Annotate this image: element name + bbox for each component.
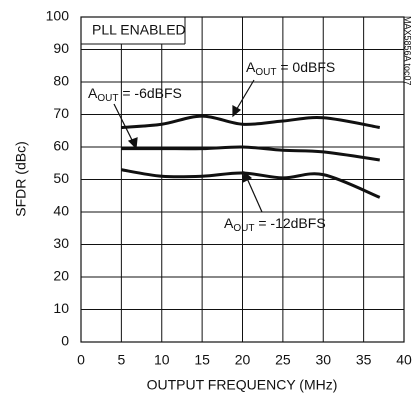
x-tick-label: 30 <box>315 352 331 368</box>
arrow-head <box>232 104 242 118</box>
label-part: = -6dBFS <box>118 85 181 101</box>
y-axis-label: SFDR (dBc) <box>13 141 29 216</box>
label-part: A <box>88 85 98 101</box>
label-part: A <box>246 59 256 75</box>
x-tick-label: 0 <box>77 352 85 368</box>
series-line <box>121 168 381 199</box>
arrow <box>245 175 263 213</box>
y-tick-label: 20 <box>53 268 69 284</box>
label-part: A <box>224 215 234 231</box>
note-box <box>81 17 185 44</box>
y-tick-label: 100 <box>46 8 70 24</box>
x-tick-label: 10 <box>154 352 170 368</box>
series-line <box>121 114 381 129</box>
arrows <box>113 79 263 213</box>
y-tick-label: 0 <box>61 333 69 349</box>
label-subscript: OUT <box>255 67 276 78</box>
arrow <box>234 79 255 113</box>
label-part: = 0dBFS <box>276 59 335 75</box>
x-tick-label: 20 <box>235 352 251 368</box>
x-tick-label: 40 <box>396 352 412 368</box>
series-label: AOUT = 0dBFS <box>246 59 335 78</box>
y-tick-label: 70 <box>53 105 69 121</box>
side-label: MAX5856A toc07 <box>403 16 413 86</box>
x-axis-label: OUTPUT FREQUENCY (MHz) <box>147 377 338 393</box>
label-subscript: OUT <box>97 93 118 104</box>
plot-border <box>80 16 405 343</box>
note-box-label: PLL ENABLED <box>92 22 186 38</box>
arrow <box>113 103 135 145</box>
grid <box>80 16 405 343</box>
x-tick-label: 15 <box>194 352 210 368</box>
y-tick-label: 10 <box>53 300 69 316</box>
y-tick-label: 50 <box>53 170 69 186</box>
series-label: AOUT = -12dBFS <box>224 215 326 234</box>
series-label: AOUT = -6dBFS <box>88 85 182 104</box>
label-part: = -12dBFS <box>254 215 325 231</box>
x-tick-label: 25 <box>275 352 291 368</box>
label-subscript: OUT <box>233 223 254 234</box>
series-line <box>121 145 380 162</box>
y-tick-label: 30 <box>53 235 69 251</box>
y-tick-label: 80 <box>53 73 69 89</box>
arrow-head <box>127 137 138 150</box>
x-tick-label: 35 <box>356 352 372 368</box>
y-tick-label: 60 <box>53 138 69 154</box>
x-tick-label: 5 <box>117 352 125 368</box>
y-tick-label: 90 <box>53 40 69 56</box>
y-tick-label: 40 <box>53 203 69 219</box>
